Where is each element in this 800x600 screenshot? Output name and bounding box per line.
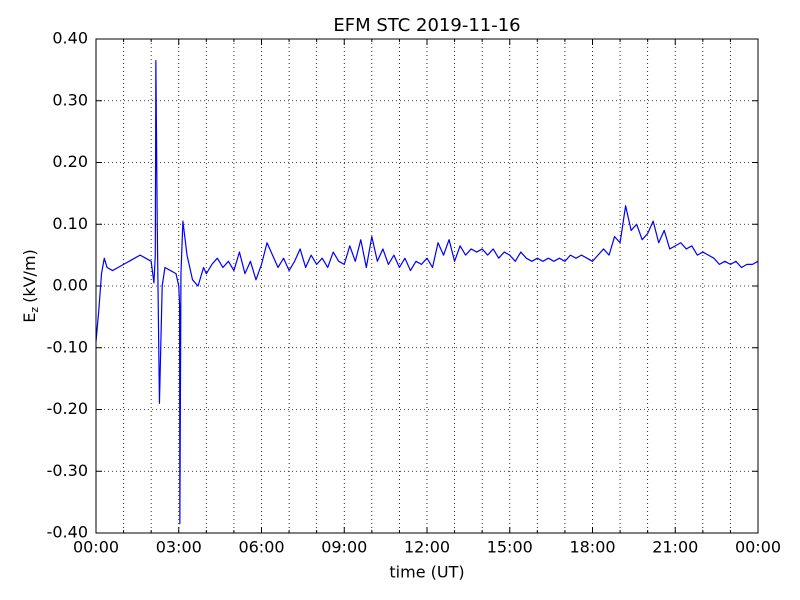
x-tick-label: 09:00 <box>321 538 367 557</box>
y-label-unit: (kV/m) <box>20 249 39 303</box>
y-tick-label: -0.20 <box>47 399 88 418</box>
y-tick-label: 0.40 <box>52 29 88 48</box>
x-axis-label: time (UT) <box>389 563 464 582</box>
x-tick-label: 00:00 <box>73 538 119 557</box>
x-tick-label: 15:00 <box>487 538 533 557</box>
y-label-symbol: E <box>20 313 39 323</box>
plot-frame <box>95 38 759 534</box>
y-axis-label: Ez (kV/m) <box>20 249 42 323</box>
x-tick-label: 18:00 <box>569 538 615 557</box>
x-tick-label: 06:00 <box>238 538 284 557</box>
x-tick-label: 12:00 <box>404 538 450 557</box>
chart-title: EFM STC 2019-11-16 <box>333 15 520 36</box>
y-tick-label: -0.40 <box>47 523 88 542</box>
y-tick-label: -0.10 <box>47 337 88 356</box>
x-tick-label: 21:00 <box>652 538 698 557</box>
y-label-subscript: z <box>28 307 41 313</box>
y-tick-label: 0.30 <box>52 90 88 109</box>
x-tick-label: 03:00 <box>156 538 202 557</box>
y-tick-label: 0.20 <box>52 152 88 171</box>
y-tick-label: 0.10 <box>52 214 88 233</box>
x-tick-label: 00:00 <box>735 538 781 557</box>
data-line <box>95 60 759 525</box>
y-tick-label: 0.00 <box>52 276 88 295</box>
y-tick-label: -0.30 <box>47 461 88 480</box>
